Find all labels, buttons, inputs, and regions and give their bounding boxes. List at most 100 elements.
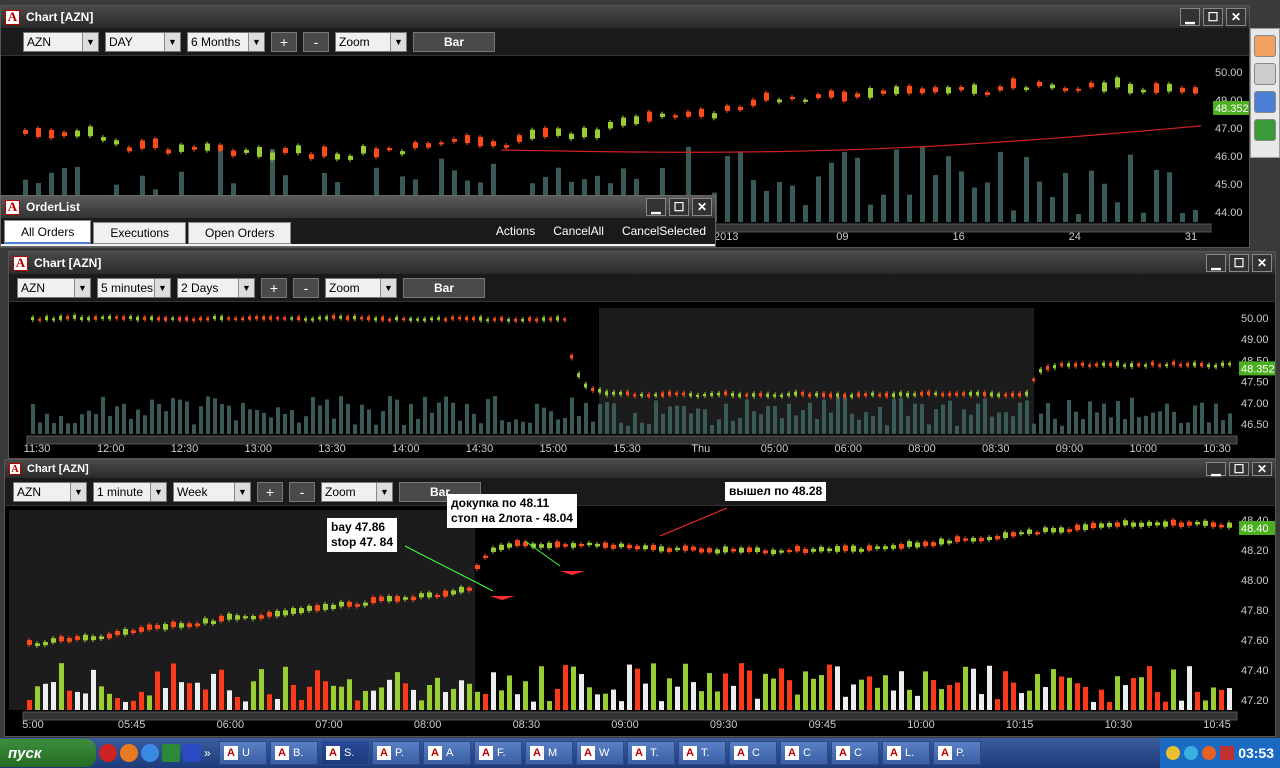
tray-icon[interactable] [1184, 746, 1199, 760]
close-button[interactable]: ✕ [1252, 254, 1272, 272]
volume-bar [1147, 666, 1152, 710]
taskbar-item-label: C [803, 747, 811, 759]
candle-body [1211, 522, 1216, 527]
title-bar[interactable]: A Chart [AZN] ▁ ☐ ✕ [9, 252, 1275, 274]
excel-icon[interactable] [162, 744, 180, 762]
microphone-icon[interactable] [1254, 63, 1276, 85]
taskbar-item[interactable]: A P. [933, 741, 981, 765]
taskbar-item[interactable]: A P. [372, 741, 420, 765]
orderlist-title-bar[interactable]: A OrderList ▁ ☐ ✕ [1, 196, 715, 218]
candle-body [521, 318, 524, 322]
volume-bar [875, 687, 880, 710]
time-tick-label: 05:45 [118, 719, 146, 731]
taskbar-item[interactable]: A T. [627, 741, 675, 765]
tray-icon[interactable] [1166, 746, 1181, 760]
taskbar-item[interactable]: A S. [321, 741, 369, 765]
taskbar-item-label: W [599, 747, 610, 759]
zoom-out-button[interactable]: - [303, 31, 329, 52]
start-button[interactable]: пуск [0, 739, 96, 767]
interval-select[interactable]: 1 minute ▼ [93, 481, 167, 502]
volume-bar [933, 175, 938, 222]
volume-bar [427, 685, 432, 710]
tab-executions[interactable]: Executions [93, 222, 187, 244]
candle-body [251, 615, 256, 620]
zoom-in-button[interactable]: + [271, 31, 297, 52]
volume-bar [51, 682, 56, 710]
tab-all-orders[interactable]: All Orders [4, 220, 92, 244]
symbol-select[interactable]: AZN ▼ [13, 481, 87, 502]
chart-type-button[interactable]: Bar [403, 277, 485, 298]
range-select[interactable]: Week ▼ [173, 481, 251, 502]
title-bar[interactable]: A Chart [AZN] ▁ ☐ ✕ [1, 6, 1249, 28]
symbol-select[interactable]: AZN ▼ [17, 277, 91, 298]
chart-type-button[interactable]: Bar [413, 31, 495, 52]
zoom-out-button[interactable]: - [289, 481, 315, 502]
taskbar-item[interactable]: A F. [474, 741, 522, 765]
cancel-selected-button[interactable]: CancelSelected [621, 224, 706, 238]
price-chart-5min[interactable]: 50.0049.0048.5047.5047.0046.5048.35211:3… [9, 304, 1276, 459]
annotation-add-line: докупка по 48.11 [451, 496, 550, 510]
candle-body [400, 151, 405, 155]
symbol-select[interactable]: AZN ▼ [23, 31, 99, 52]
firefox-icon[interactable] [120, 744, 138, 762]
volume-bar [962, 409, 966, 434]
candle-body [842, 91, 847, 102]
more-chevron-icon[interactable]: » [204, 746, 211, 760]
title-bar[interactable]: A Chart [AZN] ▁ ☐ ✕ [5, 460, 1275, 478]
zoom-in-button[interactable]: + [257, 481, 283, 502]
flag-icon[interactable] [1220, 746, 1235, 760]
range-select[interactable]: 2 Days ▼ [177, 277, 255, 298]
taskbar-item[interactable]: A T. [678, 741, 726, 765]
candle-body [443, 590, 448, 597]
candle-body [651, 544, 656, 551]
window-icon[interactable] [1254, 91, 1276, 113]
close-button[interactable]: ✕ [1252, 462, 1272, 476]
hand-icon[interactable] [1254, 119, 1276, 141]
zoom-out-button[interactable]: - [293, 277, 319, 298]
minimize-button[interactable]: ▁ [1180, 8, 1200, 26]
interval-select[interactable]: DAY ▼ [105, 31, 181, 52]
taskbar-item[interactable]: A B. [270, 741, 318, 765]
maximize-button[interactable]: ☐ [1203, 8, 1223, 26]
volume-bar [643, 683, 648, 710]
zoom-in-button[interactable]: + [261, 277, 287, 298]
maximize-button[interactable]: ☐ [669, 198, 689, 216]
ie-icon[interactable] [141, 744, 159, 762]
mode-select[interactable]: Zoom ▼ [335, 31, 407, 52]
minimize-button[interactable]: ▁ [1206, 254, 1226, 272]
tab-open-orders[interactable]: Open Orders [188, 222, 292, 244]
interval-select[interactable]: 5 minutes ▼ [97, 277, 171, 298]
close-button[interactable]: ✕ [692, 198, 712, 216]
minimize-button[interactable]: ▁ [646, 198, 666, 216]
minimize-button[interactable]: ▁ [1206, 462, 1226, 476]
tray-icon[interactable] [1202, 746, 1217, 760]
task-list: A U A B. A S. A P. A A A F. A M A W A T. A T. A C A C A C A L. A P. [219, 741, 981, 765]
taskbar-item-label: M [548, 747, 558, 759]
candle-body [1088, 364, 1091, 367]
cancel-all-button[interactable]: CancelAll [553, 224, 604, 238]
candle-body [1095, 363, 1098, 367]
opera-icon[interactable] [99, 744, 117, 762]
price-chart-1min[interactable]: 48.4048.2048.0047.8047.6047.4047.2048.40… [5, 506, 1276, 736]
mode-select[interactable]: Zoom ▼ [325, 277, 397, 298]
volume-bar [871, 415, 875, 434]
taskbar-item[interactable]: A L. [882, 741, 930, 765]
save-icon[interactable] [183, 744, 201, 762]
actions-menu[interactable]: Actions [495, 224, 536, 238]
maximize-button[interactable]: ☐ [1229, 462, 1249, 476]
back-arrow-icon[interactable] [1254, 35, 1276, 57]
volume-bar [486, 399, 490, 434]
range-select[interactable]: 6 Months ▼ [187, 31, 265, 52]
candle-body [91, 636, 96, 641]
close-button[interactable]: ✕ [1226, 8, 1246, 26]
mode-select[interactable]: Zoom ▼ [321, 481, 393, 502]
maximize-button[interactable]: ☐ [1229, 254, 1249, 272]
candle-body [388, 318, 391, 322]
